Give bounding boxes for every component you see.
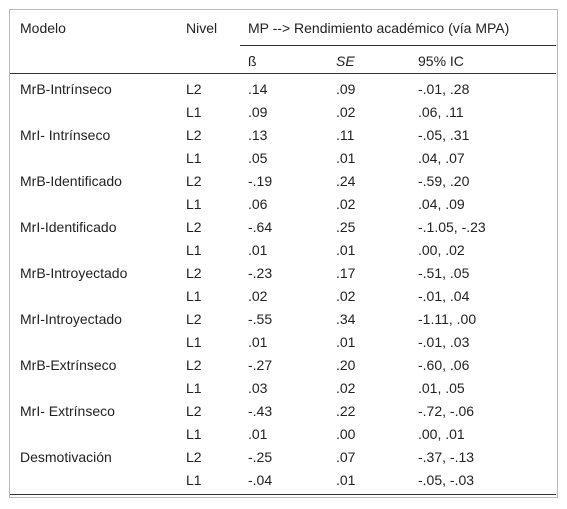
cell: .20 [336, 357, 356, 373]
cell: L2 [186, 449, 202, 465]
cell: L1 [186, 288, 202, 304]
cell: .07 [336, 449, 356, 465]
cell: .04, .09 [418, 196, 465, 212]
cell: .02 [336, 288, 356, 304]
cell: -.72, -.06 [418, 403, 475, 419]
cell: .22 [336, 403, 356, 419]
cell: .06 [248, 196, 268, 212]
cell: .25 [336, 219, 356, 235]
model-cell: Desmotivación [20, 449, 112, 465]
cell: .24 [336, 173, 356, 189]
cell: L1 [186, 242, 202, 258]
cell: .09 [248, 104, 268, 120]
header-cell: SE [336, 53, 355, 69]
table-frame [9, 9, 558, 498]
rule [240, 45, 556, 46]
cell: L1 [186, 426, 202, 442]
cell: .01 [248, 334, 268, 350]
cell: -.05, .31 [418, 127, 470, 143]
cell: -.43 [248, 403, 273, 419]
cell: .02 [336, 380, 356, 396]
model-cell: MrB-Introyectado [20, 265, 128, 281]
cell: -.60, .06 [418, 357, 470, 373]
cell: .11 [336, 127, 355, 143]
cell: L1 [186, 472, 202, 488]
cell: .01, .05 [418, 380, 465, 396]
cell: .02 [248, 288, 268, 304]
model-cell: MrB-Identificado [20, 173, 122, 189]
rule [10, 494, 556, 495]
cell: .13 [248, 127, 268, 143]
cell: .34 [336, 311, 356, 327]
cell: .00, .01 [418, 426, 465, 442]
cell: L1 [186, 380, 202, 396]
cell: -.19 [248, 173, 273, 189]
cell: L1 [186, 334, 202, 350]
cell: -.01, .04 [418, 288, 470, 304]
cell: .05 [248, 150, 268, 166]
cell: -.51, .05 [418, 265, 470, 281]
model-cell: MrI-Introyectado [20, 311, 122, 327]
model-cell: MrB-Extrínseco [20, 357, 117, 373]
cell: .17 [336, 265, 356, 281]
header-cell: Modelo [20, 20, 66, 36]
header-cell: Nivel [186, 20, 218, 36]
cell: L1 [186, 196, 202, 212]
cell: -.25 [248, 449, 273, 465]
cell: .01 [336, 472, 356, 488]
model-cell: MrB-Intrínseco [20, 81, 112, 97]
cell: .01 [336, 242, 356, 258]
cell: .06, .11 [418, 104, 464, 120]
cell: L2 [186, 219, 202, 235]
cell: L2 [186, 311, 202, 327]
cell: -.01, .28 [418, 81, 470, 97]
cell: .01 [336, 150, 356, 166]
cell: .00 [336, 426, 356, 442]
cell: -.37, -.13 [418, 449, 475, 465]
cell: .01 [336, 334, 356, 350]
cell: -.23 [248, 265, 273, 281]
cell: L2 [186, 127, 202, 143]
cell: -.04 [248, 472, 273, 488]
model-cell: MrI- Extrínseco [20, 403, 115, 419]
header-cell: MP --> Rendimiento académico (vía MPA) [248, 20, 510, 36]
cell: .02 [336, 196, 356, 212]
cell: -.55 [248, 311, 273, 327]
model-cell: MrI-Identificado [20, 219, 117, 235]
cell: .01 [248, 242, 268, 258]
cell: L2 [186, 81, 202, 97]
cell: .00, .02 [418, 242, 465, 258]
cell: .03 [248, 380, 268, 396]
cell: L1 [186, 104, 202, 120]
cell: .09 [336, 81, 356, 97]
cell: .02 [336, 104, 356, 120]
cell: -1.11, .00 [418, 311, 477, 327]
cell: L1 [186, 150, 202, 166]
cell: L2 [186, 265, 202, 281]
cell: L2 [186, 357, 202, 373]
cell: L2 [186, 403, 202, 419]
rule [10, 73, 556, 74]
cell: -.59, .20 [418, 173, 470, 189]
cell: -.64 [248, 219, 273, 235]
header-cell: ß [248, 53, 257, 69]
cell: .04, .07 [418, 150, 465, 166]
cell: -.27 [248, 357, 273, 373]
cell: L2 [186, 173, 202, 189]
cell: -.1.05, -.23 [418, 219, 486, 235]
model-cell: MrI- Intrínseco [20, 127, 111, 143]
header-cell: 95% IC [418, 53, 464, 69]
cell: -.05, -.03 [418, 472, 475, 488]
cell: .01 [248, 426, 268, 442]
cell: .14 [248, 81, 268, 97]
cell: -.01, .03 [418, 334, 470, 350]
